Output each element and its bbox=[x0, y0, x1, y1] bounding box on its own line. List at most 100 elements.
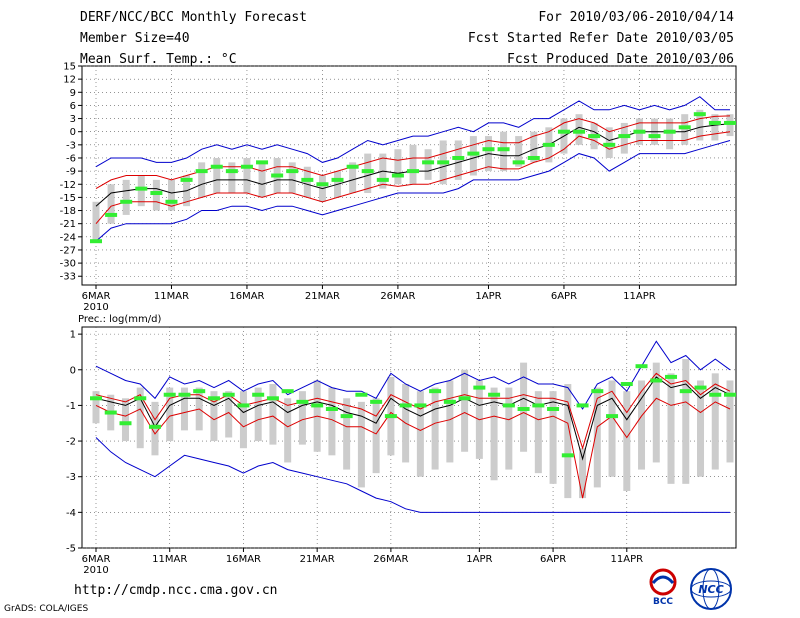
temp-spread-bar bbox=[167, 179, 175, 211]
header-left: DERF/NCC/BCC Monthly Forecast Member Siz… bbox=[80, 10, 307, 73]
prec-obs-marker bbox=[709, 392, 722, 397]
prec-spread-bar bbox=[166, 387, 174, 442]
produced-date: Fcst Produced Date 2010/03/06 bbox=[507, 52, 734, 67]
temp-spread-bar bbox=[288, 162, 296, 194]
temp-ytick-label: -24 bbox=[60, 232, 76, 243]
prec-spread-bar bbox=[328, 387, 336, 456]
prec-mean-line bbox=[95, 376, 731, 461]
temp-spread-bar bbox=[364, 153, 372, 194]
prec-ytick-label: -1 bbox=[66, 401, 76, 412]
temp-ytick-label: 9 bbox=[70, 88, 76, 99]
prec-max-line bbox=[95, 340, 731, 410]
prec-spread-bar bbox=[343, 398, 351, 470]
temp-xtick-label: 11APR bbox=[623, 291, 656, 302]
prec-spread-bar bbox=[461, 369, 469, 452]
prec-spread-bar bbox=[505, 387, 513, 470]
temp-ytick-label: -9 bbox=[66, 167, 76, 178]
temp-obs-marker bbox=[316, 182, 329, 187]
temp-ytick-label: -30 bbox=[60, 259, 76, 270]
temp-obs-marker bbox=[708, 120, 721, 125]
prec-obs-marker bbox=[355, 392, 368, 397]
prec-upper-line bbox=[95, 372, 731, 450]
prec-spread-bar bbox=[239, 391, 247, 449]
prec-obs-marker bbox=[148, 424, 161, 429]
prec-spread-bar bbox=[180, 387, 188, 431]
temp-obs-marker bbox=[195, 169, 208, 174]
prec-obs-marker bbox=[296, 399, 309, 404]
temp-obs-marker bbox=[618, 134, 631, 139]
ncc-logo: NCC bbox=[690, 568, 732, 610]
temp-obs-marker bbox=[633, 129, 646, 134]
bcc-logo: BCC bbox=[649, 568, 677, 607]
forecast-period: For 2010/03/06-2010/04/14 bbox=[538, 10, 734, 25]
temp-obs-marker bbox=[90, 239, 102, 244]
variable-label: Mean Surf. Temp.: °C bbox=[80, 52, 237, 67]
software-credit: GrADS: COLA/IGES bbox=[4, 604, 89, 614]
prec-obs-marker bbox=[429, 389, 442, 394]
prec-obs-marker bbox=[650, 378, 663, 383]
temp-obs-marker bbox=[256, 160, 269, 165]
bcc-logo-text: BCC bbox=[653, 597, 673, 607]
temp-obs-marker bbox=[346, 164, 359, 169]
prec-spread-bar bbox=[711, 373, 719, 470]
temp-obs-marker bbox=[376, 177, 389, 182]
temp-xtick-label: 6MAR bbox=[82, 291, 111, 302]
temp-spread-bar bbox=[454, 140, 462, 180]
prec-spread-bar bbox=[254, 387, 262, 442]
start-date: Fcst Started Refer Date 2010/03/05 bbox=[467, 31, 734, 46]
prec-obs-marker bbox=[547, 406, 560, 411]
prec-spread-bar bbox=[623, 391, 631, 491]
temp-obs-marker bbox=[165, 199, 178, 204]
temp-obs-marker bbox=[557, 129, 570, 134]
temp-lower-line bbox=[95, 131, 731, 225]
prec-obs-marker bbox=[694, 385, 707, 390]
prec-ytick-label: -5 bbox=[66, 544, 76, 555]
temp-ytick-label: -27 bbox=[60, 245, 76, 256]
temp-obs-marker bbox=[724, 120, 736, 125]
prec-spread-bar bbox=[697, 380, 705, 477]
temp-obs-marker bbox=[588, 134, 601, 139]
temp-xtick-label: 1APR bbox=[475, 291, 501, 302]
prec-obs-marker bbox=[443, 399, 456, 404]
prec-obs-marker bbox=[488, 392, 501, 397]
prec-spread-bar bbox=[490, 387, 498, 481]
temp-spread-bar bbox=[500, 131, 508, 172]
prec-spread-bar bbox=[269, 384, 277, 445]
prec-min-line bbox=[95, 437, 730, 513]
temp-obs-marker bbox=[603, 142, 616, 147]
prec-spread-bar bbox=[298, 391, 306, 445]
prec-obs-marker bbox=[90, 396, 102, 401]
temp-spread-bar bbox=[394, 149, 402, 185]
prec-ytick-label: -2 bbox=[66, 437, 76, 448]
temp-obs-marker bbox=[407, 169, 419, 174]
temp-obs-marker bbox=[286, 169, 299, 174]
temp-spread-bar bbox=[620, 122, 628, 154]
prec-spread-bar bbox=[372, 398, 380, 474]
prec-spread-bar bbox=[638, 380, 646, 470]
prec-xtick-label: 6APR bbox=[540, 554, 566, 565]
prec-spread-bar bbox=[579, 448, 587, 499]
temp-obs-marker bbox=[210, 164, 223, 169]
temp-spread-bar bbox=[243, 157, 251, 194]
temp-ytick-label: 12 bbox=[63, 75, 76, 86]
prec-obs-marker bbox=[281, 389, 294, 394]
temp-obs-marker bbox=[271, 173, 284, 178]
prec-spread-bar bbox=[682, 359, 690, 484]
temp-obs-marker bbox=[482, 147, 495, 152]
temp-ytick-label: -18 bbox=[60, 206, 76, 217]
temp-spread-bar bbox=[575, 114, 583, 145]
prec-obs-marker bbox=[635, 364, 648, 369]
temp-spread-bar bbox=[530, 131, 538, 163]
temp-ytick-label: -6 bbox=[66, 153, 76, 164]
prec-obs-marker bbox=[591, 389, 604, 394]
temp-ytick-label: -21 bbox=[60, 219, 76, 230]
temp-spread-bar bbox=[213, 157, 221, 194]
source-url[interactable]: http://cmdp.ncc.cma.gov.cn bbox=[74, 583, 278, 598]
prec-spread-bar bbox=[564, 384, 572, 499]
prec-spread-bar bbox=[225, 391, 233, 438]
prec-xtick-label: 21MAR bbox=[300, 554, 335, 565]
temp-spread-bar bbox=[137, 175, 145, 207]
temp-obs-marker bbox=[573, 129, 586, 134]
temp-obs-marker bbox=[497, 147, 510, 152]
